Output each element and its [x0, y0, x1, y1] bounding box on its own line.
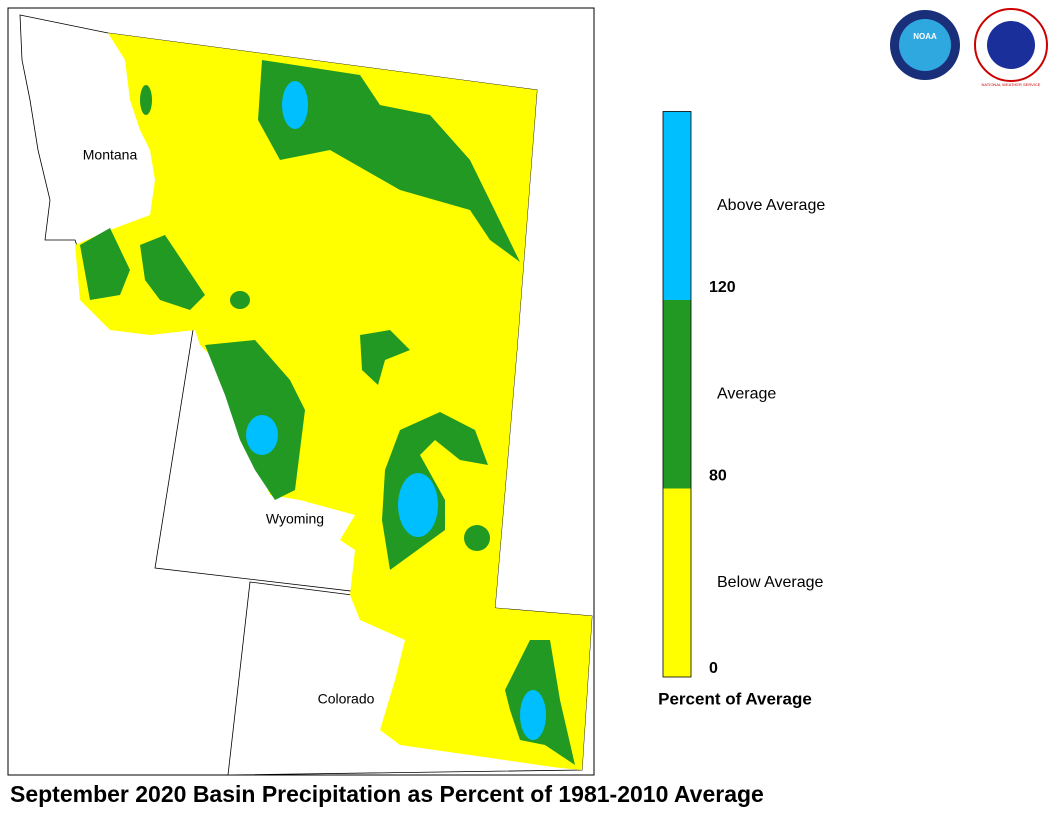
- nws-logo-text: NATIONAL WEATHER SERVICE: [982, 82, 1041, 87]
- legend-label: Above Average: [717, 197, 825, 214]
- legend-swatch: [663, 488, 691, 677]
- basin-above: [282, 81, 308, 129]
- legend-label: Below Average: [717, 574, 824, 591]
- basin-below: [75, 33, 592, 770]
- legend-break: 80: [709, 468, 727, 485]
- legend-border: [662, 111, 692, 678]
- basin-above: [520, 690, 546, 740]
- nws-logo-inner: [987, 21, 1035, 69]
- state-label: Wyoming: [266, 511, 324, 527]
- map: Montana Wyoming Colorado: [19, 14, 593, 776]
- noaa-logo-text: NOAA: [913, 32, 937, 41]
- basin-above: [246, 415, 278, 455]
- logos: NOAA NATIONAL WEATHER SERVICE: [890, 8, 1048, 87]
- basin-average: [230, 291, 250, 309]
- legend-label: Average: [717, 385, 776, 402]
- state-label: Montana: [83, 147, 138, 163]
- legend-break: 120: [709, 279, 736, 296]
- basin-above: [398, 473, 438, 537]
- state-label: Colorado: [318, 691, 375, 707]
- legend-break: 0: [709, 660, 718, 677]
- basin-average: [258, 60, 520, 262]
- legend-swatch: [663, 111, 691, 300]
- basin-average: [140, 235, 205, 310]
- basin-average: [464, 525, 490, 551]
- legend: Percent of Average Below Average Average A…: [658, 111, 825, 708]
- basin-average: [80, 228, 130, 300]
- noaa-logo-inner: [899, 19, 951, 71]
- legend-title: Percent of Average: [658, 689, 812, 708]
- basin-average: [140, 85, 152, 115]
- legend-swatch: [663, 300, 691, 489]
- title: September 2020 Basin Precipitation as Pe…: [10, 781, 764, 807]
- basin-average: [360, 330, 410, 385]
